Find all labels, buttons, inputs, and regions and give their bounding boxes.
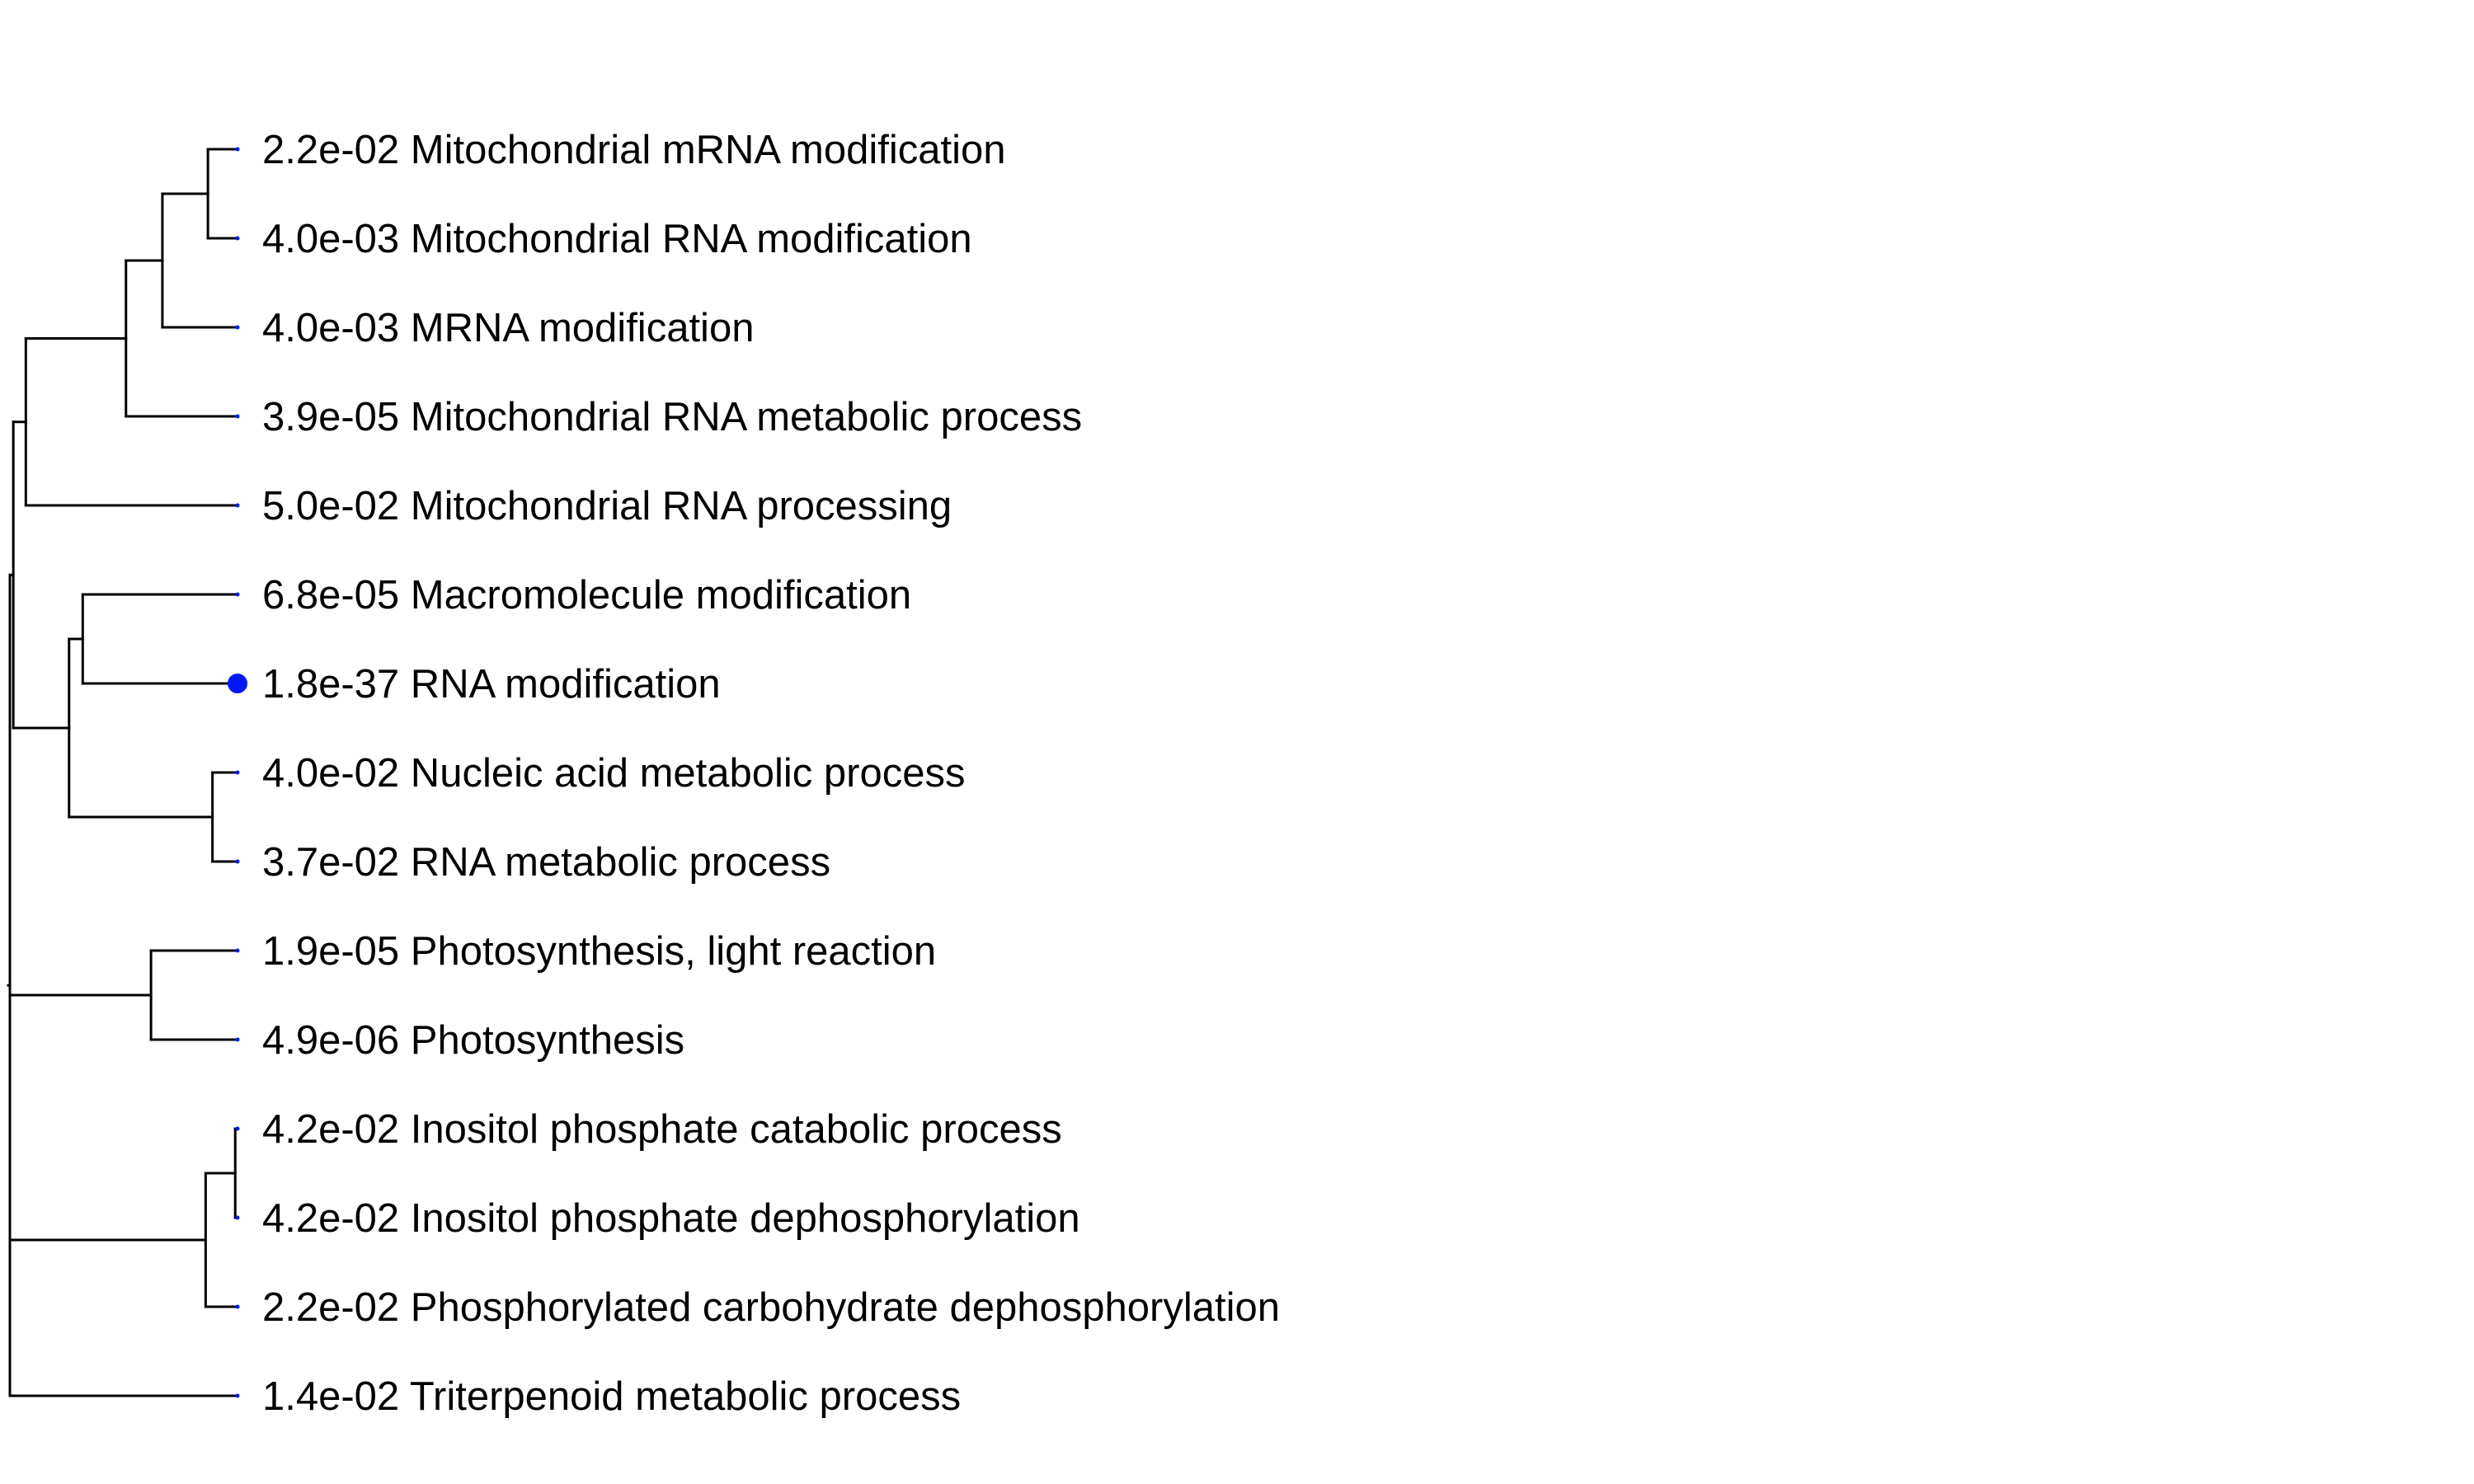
leaf-labels: 2.2e-02 Mitochondrial mRNA modification 4… (262, 128, 1280, 1419)
tip-marker-12 (235, 1126, 240, 1131)
leaf-label-13: 4.2e-02 Inositol phosphate dephosphoryla… (262, 1196, 1080, 1241)
tip-marker-1 (235, 147, 240, 152)
tip-marker-10 (235, 948, 240, 953)
leaf-label-10: 1.9e-05 Photosynthesis, light reaction (262, 929, 936, 974)
tip-marker-3 (235, 325, 240, 330)
leaf-label-6: 6.8e-05 Macromolecule modification (262, 573, 911, 618)
leaf-label-5: 5.0e-02 Mitochondrial RNA processing (262, 484, 952, 528)
leaf-label-12: 4.2e-02 Inositol phosphate catabolic pro… (262, 1107, 1062, 1152)
tip-marker-5 (235, 503, 240, 508)
tip-marker-2 (235, 236, 240, 241)
dendrogram-branches (7, 148, 239, 1397)
tip-marker-14 (235, 1304, 240, 1309)
tip-marker-8 (235, 770, 240, 775)
leaf-label-7: 1.8e-37 RNA modification (262, 662, 721, 707)
leaf-label-9: 3.7e-02 RNA metabolic process (262, 840, 830, 885)
tip-marker-15 (235, 1393, 240, 1398)
leaf-label-3: 4.0e-03 MRNA modification (262, 306, 754, 350)
dendrogram-tips (227, 147, 248, 1398)
tip-marker-9 (235, 859, 240, 864)
tip-marker-13 (235, 1215, 240, 1220)
leaf-label-1: 2.2e-02 Mitochondrial mRNA modification (262, 128, 1005, 172)
leaf-label-8: 4.0e-02 Nucleic acid metabolic process (262, 751, 965, 796)
leaf-label-2: 4.0e-03 Mitochondrial RNA modification (262, 217, 972, 261)
tip-marker-11 (235, 1037, 240, 1042)
tip-marker-6 (235, 592, 240, 597)
tip-marker-7 (227, 673, 248, 694)
leaf-label-4: 3.9e-05 Mitochondrial RNA metabolic proc… (262, 395, 1082, 439)
leaf-label-14: 2.2e-02 Phosphorylated carbohydrate deph… (262, 1285, 1280, 1330)
leaf-label-15: 1.4e-02 Triterpenoid metabolic process (262, 1374, 961, 1419)
tip-marker-4 (235, 414, 240, 419)
leaf-label-11: 4.9e-06 Photosynthesis (262, 1018, 684, 1063)
